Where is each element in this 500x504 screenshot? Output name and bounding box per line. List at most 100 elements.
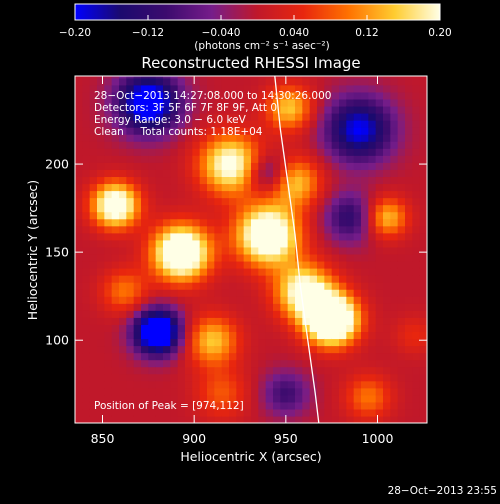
heatmap-cell [295,134,303,142]
heatmap-cell [412,76,421,79]
heatmap-cell [295,141,303,149]
heatmap-cell [251,352,259,361]
heatmap-cell [229,232,237,241]
heatmap-cell [309,112,318,121]
heatmap-cell [119,317,127,325]
heatmap-cell [141,218,149,227]
heatmap-cell [265,275,274,283]
heatmap-cell [111,317,120,325]
heatmap-cell [287,91,296,100]
heatmap-cell [82,190,91,199]
heatmap-cell [141,253,149,262]
heatmap-cell [251,225,259,234]
heatmap-cell [199,148,208,156]
heatmap-cell [265,169,274,178]
heatmap-cell [375,84,384,93]
heatmap-cell [397,359,406,368]
heatmap-cell [214,415,223,423]
heatmap-cell [295,239,303,248]
heatmap-cell [258,190,267,199]
heatmap-cell [177,120,186,128]
heatmap-cell [405,394,413,403]
heatmap-cell [390,331,399,340]
heatmap-cell [375,310,384,318]
heatmap-cell [221,324,230,333]
heatmap-cell [346,303,355,311]
heatmap-cell [148,239,157,248]
heatmap-cell [361,162,369,170]
heatmap-cell [221,345,230,354]
heatmap-cell [119,338,127,347]
heatmap-cell [243,282,252,290]
heatmap-cell [229,169,237,178]
heatmap-cell [412,303,421,311]
heatmap-cell [111,197,120,206]
heatmap-cell [229,345,237,354]
heatmap-cell [339,387,347,396]
heatmap-cell [104,289,113,297]
heatmap-cell [317,373,325,382]
heatmap-cell [390,127,399,135]
heatmap-cell [236,310,245,318]
heatmap-cell [331,296,340,304]
heatmap-cell [346,77,355,86]
heatmap-cell [361,380,369,389]
heatmap-cell [221,310,230,318]
heatmap-cell [287,98,296,107]
heatmap-cell [192,408,201,417]
heatmap-cell [280,183,289,192]
heatmap-cell [75,267,83,276]
heatmap-cell [302,183,311,192]
heatmap-cell [97,394,105,403]
heatmap-cell [317,282,325,290]
heatmap-cell [75,162,83,170]
annotation-clean: Clean Total counts: 1.18E+04 [94,126,263,138]
heatmap-cell [221,366,230,375]
heatmap-cell [126,253,135,262]
heatmap-cell [397,134,406,142]
heatmap-cell [141,76,149,79]
heatmap-cell [331,190,340,199]
heatmap-cell [104,183,113,192]
heatmap-cell [104,190,113,199]
heatmap-cell [89,317,98,325]
heatmap-cell [221,303,230,311]
heatmap-cell [405,134,413,142]
heatmap-cell [331,98,340,107]
heatmap-cell [133,239,142,248]
heatmap-cell [207,366,215,375]
heatmap-cell [177,387,186,396]
heatmap-cell [155,190,164,199]
heatmap-cell [383,134,391,142]
heatmap-cell [287,197,296,206]
heatmap-cell [82,169,91,178]
heatmap-cell [82,141,91,149]
heatmap-cell [405,303,413,311]
heatmap-cell [133,91,142,100]
heatmap-cell [331,324,340,333]
heatmap-cell [390,155,399,163]
heatmap-cell [111,282,120,290]
heatmap-cell [280,239,289,248]
heatmap-cell [324,246,333,255]
heatmap-cell [236,162,245,170]
heatmap-cell [75,345,83,354]
heatmap-cell [119,260,127,269]
heatmap-cell [302,366,311,375]
heatmap-cell [317,176,325,185]
heatmap-cell [375,77,384,86]
heatmap-cell [119,204,127,213]
heatmap-cell [397,345,406,354]
heatmap-cell [346,239,355,248]
heatmap-cell [390,141,399,149]
heatmap-cell [119,253,127,262]
heatmap-cell [258,401,267,410]
heatmap-cell [302,275,311,283]
heatmap-cell [339,134,347,142]
heatmap-cell [273,225,281,234]
heatmap-cell [405,148,413,156]
heatmap-cell [82,253,91,262]
heatmap-cell [89,197,98,206]
heatmap-cell [199,303,208,311]
heatmap-cell [397,296,406,304]
